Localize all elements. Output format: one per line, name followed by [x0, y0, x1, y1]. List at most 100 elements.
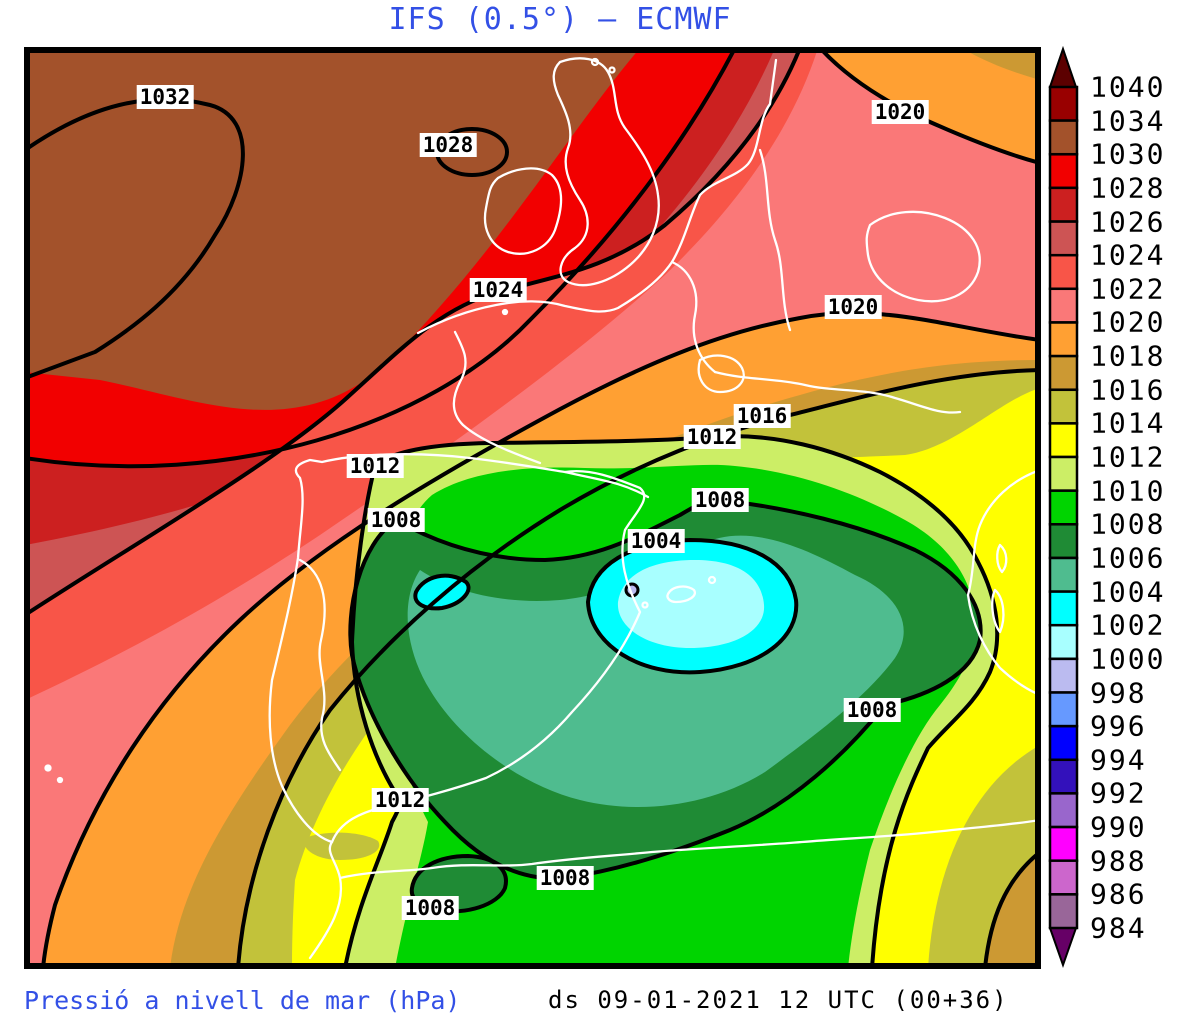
- colorbar-cell: [1048, 859, 1079, 896]
- colorbar-tick: 1002: [1090, 608, 1166, 642]
- colorbar-arrow-top: [1048, 45, 1078, 88]
- island-ibiza: [641, 601, 649, 609]
- band-1016-1018-ne: [967, 51, 1037, 80]
- colorbar-cell: [1048, 556, 1079, 593]
- colorbar-cell: [1048, 523, 1079, 560]
- island-scotland-2: [608, 66, 616, 74]
- colorbar-cell: [1048, 657, 1079, 694]
- border-germany-ns: [758, 148, 792, 332]
- colorbar-cell: [1048, 287, 1079, 324]
- island-azores-2: [56, 776, 64, 784]
- colorbar-tick: 1028: [1090, 171, 1166, 205]
- contour-label: 1012: [683, 425, 741, 449]
- caption-variable: Pressió a nivell de mar (hPa): [24, 986, 461, 1015]
- contour-label: 1012: [346, 454, 404, 478]
- coast-north-africa: [308, 819, 1037, 960]
- colorbar-tick: 1022: [1090, 272, 1166, 306]
- contour-1020-ne: [820, 51, 1037, 165]
- colorbar-tick: 1020: [1090, 305, 1166, 339]
- colorbar-tick: 998: [1090, 676, 1147, 710]
- colorbar-cell: [1048, 893, 1079, 930]
- colorbar-tick: 1026: [1090, 205, 1166, 239]
- colorbar-tick: 1024: [1090, 238, 1166, 272]
- coast-france-channel: [416, 58, 778, 335]
- colorbar-cell: [1048, 623, 1079, 661]
- contour-label: 1008: [536, 866, 594, 890]
- island-scotland-1: [590, 57, 600, 67]
- map-frame: [24, 47, 1041, 969]
- colorbar-cell: [1048, 455, 1079, 492]
- colorbar-cell: [1048, 321, 1079, 358]
- colorbar-tick: 996: [1090, 709, 1147, 743]
- colorbar-cell: [1048, 758, 1079, 795]
- colorbar-tick: 992: [1090, 776, 1147, 810]
- colorbar-tick: 1010: [1090, 474, 1166, 508]
- colorbar-tick: 994: [1090, 743, 1147, 777]
- colorbar-arrow-bottom: [1048, 927, 1078, 969]
- contour-label: 1004: [627, 529, 685, 553]
- coast-ireland: [483, 167, 563, 255]
- contour-label: 1028: [419, 133, 477, 157]
- colorbar-tick: 1014: [1090, 406, 1166, 440]
- colorbar-tick: 986: [1090, 877, 1147, 911]
- colorbar-cell: [1048, 724, 1079, 762]
- chart-title: IFS (0.5°) – ECMWF: [388, 2, 732, 37]
- island-azores-1: [44, 764, 52, 772]
- colorbar-tick: 990: [1090, 810, 1147, 844]
- island-channel: [501, 308, 509, 316]
- band-1030-1034: [28, 51, 638, 410]
- contour-label: 1008: [691, 488, 749, 512]
- colorbar-tick: 1040: [1090, 70, 1166, 104]
- colorbar-tick: 1016: [1090, 373, 1166, 407]
- coast-france-biscay: [452, 330, 542, 465]
- colorbar-cell: [1048, 422, 1079, 459]
- colorbar-cell: [1048, 590, 1079, 627]
- band-1014-1016-blotch: [304, 832, 380, 860]
- border-portugal: [298, 558, 342, 772]
- colorbar-cell: [1048, 85, 1079, 122]
- coast-italy-west: [966, 469, 1037, 695]
- colorbar-cell: [1048, 825, 1079, 862]
- coast-iberia: [268, 453, 646, 844]
- colorbar-tick: 1018: [1090, 339, 1166, 373]
- colorbar: [1048, 85, 1079, 930]
- colorbar-cell: [1048, 186, 1079, 223]
- island-menorca: [707, 575, 717, 585]
- colorbar-tick: 1008: [1090, 507, 1166, 541]
- colorbar-cell: [1048, 153, 1079, 190]
- contour-label: 1020: [871, 100, 929, 124]
- island-mallorca: [666, 585, 697, 604]
- band-1000-1002-low: [617, 560, 765, 648]
- border-czech: [865, 210, 981, 303]
- colorbar-cell: [1048, 119, 1079, 156]
- coastlines: [44, 57, 1037, 960]
- colorbar-cell: [1048, 388, 1079, 425]
- pressure-bands: [28, 51, 1037, 965]
- colorbar-cell: [1048, 354, 1079, 391]
- colorbar-tick: 1000: [1090, 642, 1166, 676]
- contour-1016-se: [983, 851, 1037, 965]
- colorbar-tick: 1030: [1090, 137, 1166, 171]
- border-pyrenees: [563, 470, 650, 499]
- contour-label: 1024: [469, 278, 527, 302]
- island-corsica: [996, 543, 1008, 574]
- island-sardinia: [991, 588, 1005, 634]
- contour-1028: [28, 51, 736, 469]
- contour-label: 1008: [367, 508, 425, 532]
- contour-label: 1032: [136, 85, 194, 109]
- colorbar-cell: [1048, 489, 1079, 526]
- caption-valid-time: ds 09-01-2021 12 UTC (00+36): [548, 986, 1009, 1014]
- colorbar-tick: 1012: [1090, 440, 1166, 474]
- contour-label: 1012: [371, 788, 429, 812]
- contour-label: 1016: [733, 404, 791, 428]
- border-switzerland: [697, 354, 745, 394]
- contour-label: 1008: [401, 896, 459, 920]
- contour-label: 1020: [824, 295, 882, 319]
- contour-label: 1008: [843, 698, 901, 722]
- colorbar-tick: 984: [1090, 911, 1147, 945]
- colorbar-cell: [1048, 253, 1079, 291]
- colorbar-cell: [1048, 691, 1079, 728]
- colorbar-tick: 988: [1090, 844, 1147, 878]
